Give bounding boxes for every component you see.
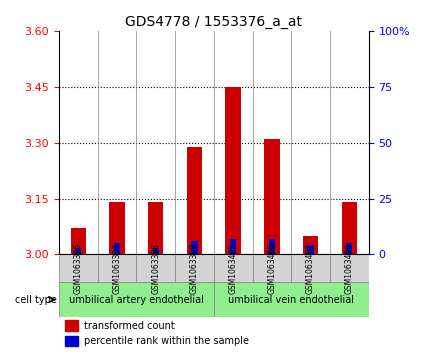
Text: GSM1063398: GSM1063398 bbox=[151, 243, 160, 294]
Text: GSM1063408: GSM1063408 bbox=[345, 243, 354, 294]
FancyBboxPatch shape bbox=[214, 254, 252, 282]
Bar bbox=[264, 139, 280, 254]
Bar bbox=[109, 202, 125, 254]
FancyBboxPatch shape bbox=[59, 282, 214, 317]
Text: cell type: cell type bbox=[15, 295, 57, 305]
Bar bbox=[148, 202, 164, 254]
FancyBboxPatch shape bbox=[59, 254, 98, 282]
Title: GDS4778 / 1553376_a_at: GDS4778 / 1553376_a_at bbox=[125, 15, 302, 29]
Bar bbox=[303, 236, 318, 254]
FancyBboxPatch shape bbox=[175, 254, 214, 282]
Text: GSM1063397: GSM1063397 bbox=[113, 243, 122, 294]
Text: umbilical vein endothelial: umbilical vein endothelial bbox=[228, 295, 354, 305]
Bar bbox=[307, 245, 314, 254]
Bar bbox=[71, 228, 86, 254]
Text: umbilical artery endothelial: umbilical artery endothelial bbox=[69, 295, 204, 305]
Text: GSM1063405: GSM1063405 bbox=[229, 243, 238, 294]
Text: GSM1063407: GSM1063407 bbox=[306, 243, 315, 294]
Text: GSM1063406: GSM1063406 bbox=[267, 243, 276, 294]
Bar bbox=[187, 147, 202, 254]
Bar bbox=[346, 243, 352, 254]
Bar bbox=[342, 202, 357, 254]
Text: GSM1063396: GSM1063396 bbox=[74, 243, 83, 294]
Bar bbox=[114, 243, 120, 254]
Text: percentile rank within the sample: percentile rank within the sample bbox=[84, 336, 249, 346]
Text: transformed count: transformed count bbox=[84, 321, 174, 331]
FancyBboxPatch shape bbox=[330, 254, 368, 282]
Bar bbox=[75, 248, 82, 254]
FancyBboxPatch shape bbox=[252, 254, 291, 282]
FancyBboxPatch shape bbox=[136, 254, 175, 282]
Bar bbox=[230, 239, 236, 254]
Bar bbox=[65, 335, 77, 346]
Bar bbox=[191, 241, 198, 254]
FancyBboxPatch shape bbox=[214, 282, 368, 317]
Bar bbox=[225, 87, 241, 254]
Bar bbox=[153, 248, 159, 254]
FancyBboxPatch shape bbox=[291, 254, 330, 282]
Text: GSM1063399: GSM1063399 bbox=[190, 243, 199, 294]
Bar bbox=[269, 239, 275, 254]
FancyBboxPatch shape bbox=[98, 254, 136, 282]
Bar bbox=[65, 320, 77, 331]
